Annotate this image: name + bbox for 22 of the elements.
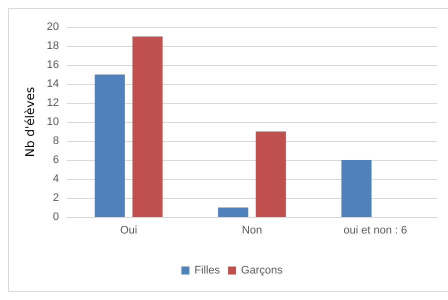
x-tick-label: oui et non : 6	[344, 224, 408, 236]
y-tick-label: 12	[46, 97, 59, 109]
y-tick-label: 20	[46, 21, 59, 33]
x-tick-label: Non	[242, 224, 262, 236]
bar	[218, 208, 248, 217]
y-tick-label: 10	[46, 116, 59, 128]
y-tick-label: 14	[46, 78, 59, 90]
y-tick-label: 4	[52, 173, 59, 185]
bar	[94, 74, 125, 217]
y-tick-label: 0	[52, 211, 59, 223]
y-tick-label: 18	[46, 40, 59, 52]
bar	[132, 36, 163, 217]
bar	[256, 132, 286, 217]
x-tick-label: Oui	[120, 224, 138, 236]
y-tick-label: 6	[52, 154, 59, 166]
y-axis-title: Nb d'élèves	[22, 86, 37, 158]
y-tick-label: 8	[52, 135, 59, 147]
legend-label: Garçons	[241, 264, 284, 276]
bar	[341, 160, 372, 217]
legend-label: Filles	[194, 264, 221, 276]
y-tick-label: 16	[46, 59, 59, 71]
y-tick-label: 2	[52, 192, 59, 204]
